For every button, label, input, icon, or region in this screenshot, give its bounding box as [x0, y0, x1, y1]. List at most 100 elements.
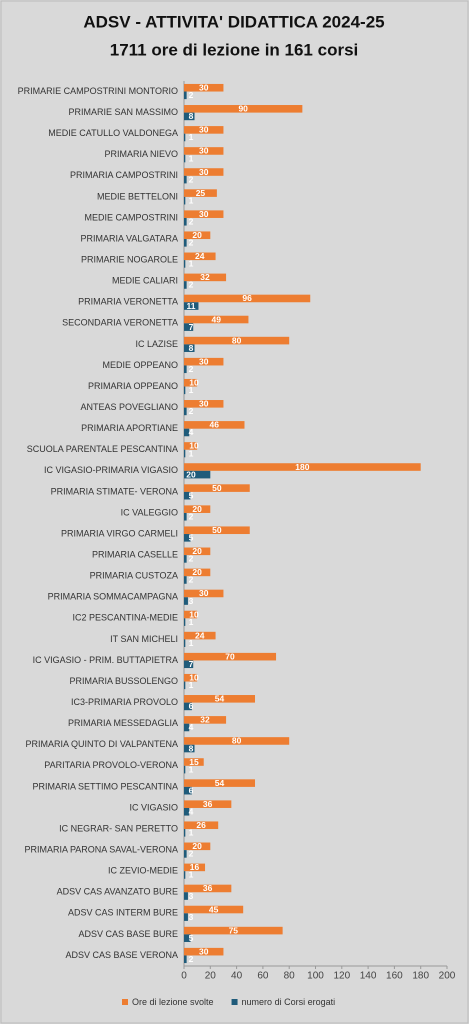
bar [184, 695, 256, 703]
data-label: 1 [189, 638, 194, 648]
bar [184, 428, 190, 437]
data-label: 3 [189, 891, 194, 901]
data-label: 30 [199, 82, 209, 92]
bar [184, 829, 186, 837]
y-tick-label: IC VALEGGIO [121, 507, 178, 517]
data-label: 1 [189, 870, 194, 880]
bar [184, 386, 186, 395]
data-label: 24 [195, 630, 205, 640]
data-label: 30 [199, 356, 209, 366]
legend-swatch [231, 999, 238, 1005]
bar [184, 555, 187, 563]
data-label: 7 [189, 322, 194, 332]
data-label: 54 [215, 694, 225, 704]
y-tick-label: PRIMARIA SOMMACAMPAGNA [48, 592, 178, 602]
data-label: 4 [189, 427, 194, 437]
data-label: 2 [189, 575, 194, 585]
bar [184, 407, 187, 416]
data-label: 49 [211, 314, 221, 324]
bar [184, 913, 188, 921]
data-label: 10 [189, 441, 199, 451]
data-label: 75 [229, 925, 239, 935]
y-tick-label: MEDIE CAMPOSTRINI [84, 212, 178, 222]
bar [184, 315, 249, 324]
data-label: 32 [200, 715, 210, 725]
data-label: 1 [189, 259, 194, 269]
bar [184, 491, 191, 500]
bar [184, 850, 187, 858]
data-label: 45 [209, 904, 219, 914]
bar [184, 702, 192, 711]
y-tick-label: PRIMARIA OPPEANO [88, 381, 178, 391]
bar [184, 947, 224, 956]
bar [184, 926, 283, 935]
data-label: 2 [189, 554, 194, 564]
y-tick-label: IC LAZISE [135, 339, 178, 349]
bar [184, 470, 211, 479]
y-tick-label: PRIMARIA NIEVO [104, 149, 178, 159]
bar [184, 421, 245, 429]
y-tick-label: IC VIGASIO - PRIM. BUTTAPIETRA [33, 655, 178, 665]
bar [184, 905, 244, 914]
bar [184, 765, 186, 774]
bar [184, 239, 187, 247]
data-label: 30 [199, 946, 209, 956]
data-label: 30 [199, 125, 209, 135]
data-label: 5 [189, 533, 194, 543]
bar [184, 884, 232, 893]
data-label: 2 [189, 238, 194, 248]
chart-title: ADSV - ATTIVITA' DIDATTICA 2024-25 [83, 12, 384, 31]
bar [184, 807, 190, 816]
bar [184, 323, 194, 331]
data-label: 2 [189, 280, 194, 290]
data-label: 2 [189, 90, 194, 100]
data-label: 2 [189, 174, 194, 184]
y-tick-label: IC ZEVIO-MEDIE [108, 866, 178, 876]
y-tick-label: MEDIE CALIARI [112, 276, 178, 286]
x-tick-label: 200 [439, 971, 456, 982]
y-tick-label: PRIMARIE SAN MASSIMO [68, 107, 178, 117]
data-label: 8 [189, 743, 194, 753]
bar [184, 639, 186, 647]
x-tick-label: 100 [307, 971, 324, 982]
x-tick-label: 0 [181, 971, 187, 982]
y-tick-label: ANTEAS POVEGLIANO [80, 402, 178, 412]
data-label: 1 [189, 195, 194, 205]
bar [184, 189, 217, 197]
y-tick-label: SCUOLA PARENTALE PESCANTINA [27, 444, 178, 454]
data-label: 2 [189, 849, 194, 859]
y-tick-label: PRIMARIA VERONETTA [78, 297, 178, 307]
data-label: 4 [189, 722, 194, 732]
bar [184, 589, 224, 598]
bar [184, 357, 224, 366]
bar [184, 294, 311, 303]
y-tick-label: PRIMARIA SETTIMO PESCANTINA [32, 781, 178, 791]
y-tick-label: PRIMARIA APORTIANE [81, 423, 178, 433]
data-label: 30 [199, 209, 209, 219]
data-label: 30 [199, 167, 209, 177]
bar [184, 442, 198, 450]
y-tick-label: ADSV CAS BASE VERONA [65, 950, 178, 960]
bar [184, 378, 198, 387]
bar [184, 365, 187, 374]
y-tick-label: PRIMARIA VALGATARA [80, 233, 178, 243]
bar [184, 547, 211, 556]
bar [184, 534, 191, 542]
data-label: 2 [189, 512, 194, 522]
bar [184, 273, 227, 282]
y-tick-label: PRIMARIA VIRGO CARMELI [61, 528, 178, 538]
data-label: 2 [189, 954, 194, 964]
bar [184, 779, 256, 787]
data-label: 7 [189, 659, 194, 669]
bar [184, 196, 186, 205]
data-label: 1 [189, 617, 194, 627]
data-label: 16 [190, 862, 200, 872]
data-label: 180 [295, 462, 309, 472]
data-label: 36 [203, 883, 213, 893]
bar [184, 260, 186, 268]
bar [184, 526, 250, 535]
data-label: 1 [189, 385, 194, 395]
bar [184, 597, 188, 605]
